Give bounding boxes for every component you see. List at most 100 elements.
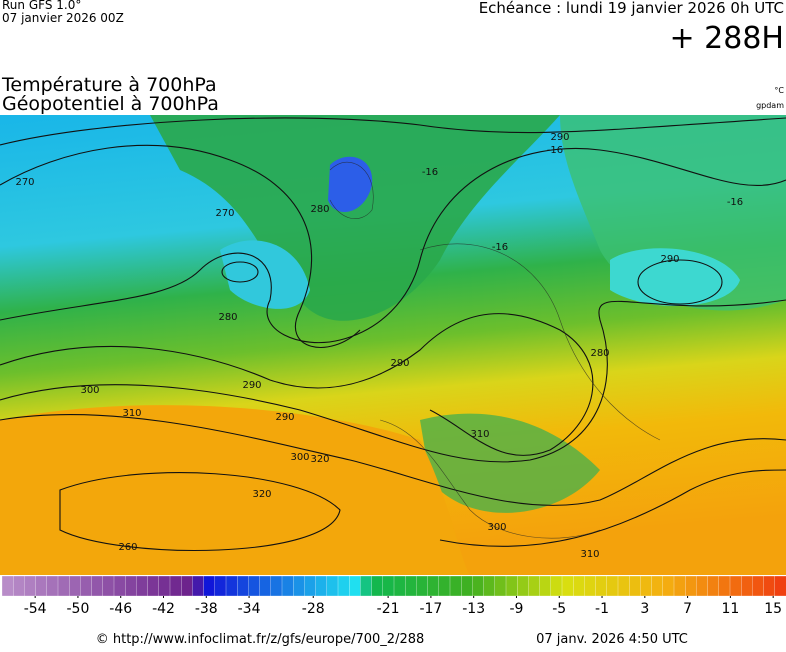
colorbar-swatch	[13, 575, 25, 597]
colorbar-swatch	[237, 575, 249, 597]
colorbar-swatch	[561, 575, 574, 597]
contour-label: -16	[547, 145, 563, 156]
colorbar-tick-label: -38	[195, 601, 218, 617]
colorbar-swatch	[24, 575, 37, 597]
colorbar-swatch	[550, 575, 563, 597]
lead-time: + 288H	[670, 21, 785, 56]
colorbar-swatch	[371, 575, 384, 597]
colorbar-swatch	[360, 575, 373, 597]
colorbar-swatch	[259, 575, 272, 597]
contour-label: 270	[215, 208, 234, 219]
contour-label: 280	[590, 348, 609, 359]
contour-label: -16	[727, 197, 743, 208]
colorbar-swatch	[69, 575, 81, 597]
colorbar-swatch	[136, 575, 149, 597]
colorbar-swatch	[416, 575, 429, 597]
contour-label: 290	[390, 358, 409, 369]
colorbar-swatch	[158, 575, 171, 597]
colorbar-swatch	[651, 575, 664, 597]
colorbar-swatch	[214, 575, 227, 597]
unit-temp: °C	[774, 86, 784, 95]
colorbar-swatch	[125, 575, 137, 597]
colorbar-tick-label: -21	[377, 601, 400, 617]
colorbar-swatch	[80, 575, 93, 597]
colorbar-swatch	[449, 575, 462, 597]
colorbar-tick-label: 7	[683, 601, 692, 617]
contour-label: -16	[422, 167, 438, 178]
colorbar-swatch	[203, 575, 216, 597]
colorbar-tick-label: -5	[552, 601, 566, 617]
contour-label: 310	[122, 408, 141, 419]
colorbar-tick-label: -28	[302, 601, 325, 617]
map: 270 280 290 300 310 320 320 260 270 280 290 280 290 3…	[0, 115, 786, 575]
footer-stamp: 07 janv. 2026 4:50 UTC	[536, 632, 688, 647]
colorbar-swatch	[539, 575, 552, 597]
contour-label: 270	[15, 177, 34, 188]
colorbar-swatch	[393, 575, 406, 597]
colorbar-swatch	[741, 575, 753, 597]
contour-label: 320	[252, 489, 271, 500]
colorbar-swatch	[685, 575, 697, 597]
colorbar-swatch	[225, 575, 238, 597]
contour-label: 300	[80, 385, 99, 396]
colorbar-swatch	[326, 575, 339, 597]
colorbar-tick-label: -1	[595, 601, 609, 617]
colorbar-tick-label: -13	[462, 601, 485, 617]
colorbar-swatch	[617, 575, 630, 597]
colorbar-swatch	[35, 575, 48, 597]
colorbar-tick-label: -46	[109, 601, 132, 617]
colorbar-swatch	[640, 575, 653, 597]
colorbar-swatch	[169, 575, 182, 597]
colorbar-tick-label: -9	[509, 601, 523, 617]
colorbar-swatch	[293, 575, 305, 597]
contour-label: 310	[580, 549, 599, 560]
contour-label: 290	[242, 380, 261, 391]
title-geo: Géopotentiel à 700hPa	[2, 93, 219, 115]
colorbar-swatch	[606, 575, 619, 597]
colorbar-swatch	[337, 575, 350, 597]
colorbar-swatch	[91, 575, 104, 597]
colorbar-swatch	[505, 575, 518, 597]
colorbar-tick-label: -42	[152, 601, 175, 617]
colorbar-swatch	[494, 575, 507, 597]
title-temp: Température à 700hPa	[1, 74, 217, 96]
colorbar-swatch	[629, 575, 641, 597]
colorbar-swatch	[192, 575, 205, 597]
colorbar-swatch	[595, 575, 608, 597]
contour-label: 290	[275, 412, 294, 423]
colorbar-tick-label: 3	[640, 601, 649, 617]
colorbar-tick-label: 15	[764, 601, 782, 617]
contour-label: 310	[470, 429, 489, 440]
colorbar-swatch	[427, 575, 440, 597]
colorbar-swatch	[483, 575, 496, 597]
colorbar-swatch	[281, 575, 294, 597]
colorbar-swatch	[349, 575, 361, 597]
colorbar-swatch	[763, 575, 776, 597]
contour-label: -16	[492, 242, 508, 253]
colorbar-swatch	[662, 575, 675, 597]
contour-label: 300	[487, 522, 506, 533]
colorbar-tick-label: -50	[67, 601, 90, 617]
valid-time: Echéance : lundi 19 janvier 2026 0h UTC	[479, 0, 784, 17]
contour-label: 260	[118, 542, 137, 553]
colorbar-tick-label: -34	[238, 601, 261, 617]
colorbar-swatch	[774, 575, 786, 597]
colorbar-swatch	[718, 575, 731, 597]
colorbar-swatch	[438, 575, 451, 597]
contour-label: 290	[660, 254, 679, 265]
colorbar: -54 -50 -46 -42 -38 -34 -28 -21 -17 -13 -9 -5 -1 3 7 11…	[1, 575, 786, 617]
colorbar-swatch	[584, 575, 597, 597]
colorbar-swatch	[102, 575, 115, 597]
colorbar-swatch	[528, 575, 541, 597]
colorbar-swatch	[405, 575, 417, 597]
colorbar-swatch	[181, 575, 193, 597]
colorbar-swatch	[46, 575, 59, 597]
colorbar-swatch	[382, 575, 395, 597]
colorbar-tick-label: -54	[24, 601, 47, 617]
colorbar-tick-label: -17	[419, 601, 442, 617]
colorbar-swatch	[696, 575, 709, 597]
contour-label: 280	[310, 204, 329, 215]
colorbar-swatch	[147, 575, 160, 597]
colorbar-swatch	[729, 575, 742, 597]
